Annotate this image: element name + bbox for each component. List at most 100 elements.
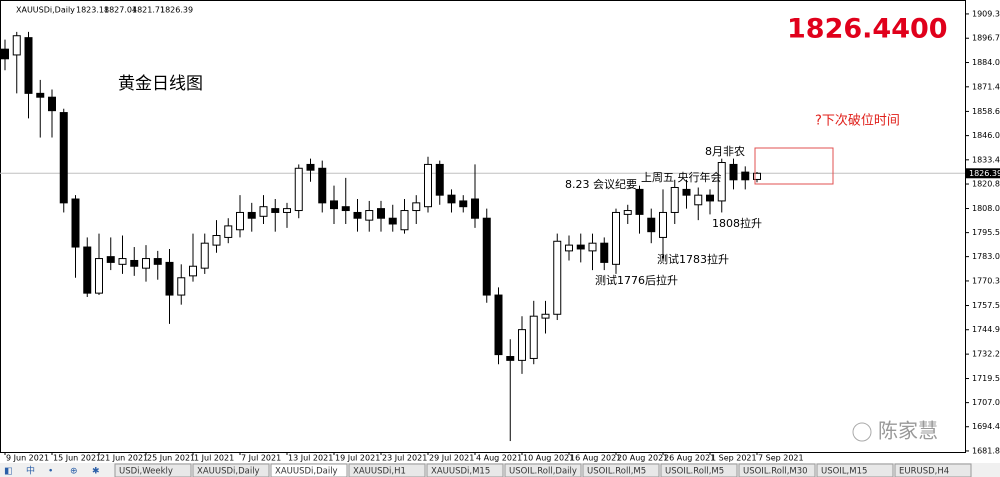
x-tick-label: 7 Sep 2021 <box>758 454 804 463</box>
candle-body <box>106 256 115 263</box>
candle-body <box>659 211 667 238</box>
ohlc-close: 1826.39 <box>160 6 193 15</box>
y-tick-label: 1846.00 <box>972 131 1000 140</box>
candle-body <box>541 313 550 319</box>
tab-label[interactable]: XAUUSDi,M15 <box>431 467 490 477</box>
x-tick-label: 23 Jul 2021 <box>382 454 427 463</box>
toolbar-icon: ✱ <box>92 467 100 477</box>
tab[interactable] <box>504 463 582 477</box>
candle-body <box>341 206 350 212</box>
candle-body <box>729 163 738 181</box>
bid-label: 1826.39 <box>969 169 1000 178</box>
x-tick-label: 1 Sep 2021 <box>711 454 757 463</box>
candle-body <box>612 211 620 265</box>
tab[interactable] <box>660 463 738 477</box>
bid-label-box <box>966 168 1000 179</box>
annotation: 8.23 会议纪要 <box>565 178 637 191</box>
x-tick-label: 15 Jun 2021 <box>53 454 101 463</box>
tab-label[interactable]: USDi,Weekly <box>119 467 173 477</box>
candle-body <box>95 258 103 294</box>
tab-label[interactable]: USOIL,M15 <box>821 467 867 477</box>
candle-body <box>165 261 174 296</box>
candle-body <box>588 242 597 252</box>
candle-body <box>24 37 33 94</box>
candle-body <box>565 244 573 252</box>
y-tick-label: 1909.35 <box>972 9 1000 18</box>
x-tick-label: 9 Jun 2021 <box>6 454 49 463</box>
tab-label[interactable]: USOIL.Roll,Daily <box>509 467 577 477</box>
candle-body <box>424 163 432 208</box>
x-tick-label: 16 Aug 2021 <box>570 454 621 463</box>
tab-label[interactable]: USOIL.Roll,M30 <box>743 467 808 477</box>
price-banner: 1826.4400 <box>787 14 948 45</box>
candle-body <box>506 356 515 361</box>
candle-body <box>294 167 303 212</box>
tab[interactable] <box>192 463 270 477</box>
annotation: 测试1783拉升 <box>657 252 729 266</box>
tab[interactable] <box>270 463 348 477</box>
candle-body <box>130 259 139 267</box>
candle-body <box>224 225 233 238</box>
tab-label[interactable]: EURUSD,H4 <box>899 467 949 477</box>
candle-body <box>529 315 538 359</box>
x-tick-label: 4 Aug 2021 <box>476 454 522 463</box>
tab[interactable] <box>738 463 816 477</box>
tab-label[interactable]: USOIL.Roll,M5 <box>665 467 724 477</box>
y-tick-label: 1681.85 <box>972 446 1000 455</box>
candle-body <box>330 200 338 210</box>
annotation: 1808拉升 <box>712 216 762 230</box>
candle-body <box>353 211 362 219</box>
candle-body <box>576 244 585 250</box>
y-tick-label: 1858.60 <box>972 107 1000 116</box>
candle-body <box>435 163 444 196</box>
annotation: 上周五 央行年会 <box>641 170 722 184</box>
annotation: 测试1776后拉升 <box>595 273 678 287</box>
candle-body <box>142 258 150 269</box>
tab[interactable] <box>348 463 426 477</box>
watermark: 陈家慧 <box>878 419 938 443</box>
tab[interactable] <box>816 463 894 477</box>
candle-body <box>388 217 397 225</box>
y-tick-label: 1770.35 <box>972 276 1000 285</box>
tab[interactable] <box>894 463 972 477</box>
tab-label[interactable]: XAUUSDi,Daily <box>197 467 260 477</box>
tab-label[interactable]: XAUUSDi,H1 <box>353 467 406 477</box>
candle-body <box>365 210 374 221</box>
candle-body <box>494 294 503 356</box>
tab-label[interactable]: XAUUSDi,Daily <box>275 467 338 477</box>
candle-body <box>236 211 244 231</box>
y-tick-label: 1707.00 <box>972 398 1000 407</box>
annotation: 8月非农 <box>705 144 745 158</box>
x-tick-label: 7 Jul 2021 <box>241 454 281 463</box>
y-tick-label: 1732.25 <box>972 350 1000 359</box>
x-tick-label: 26 Aug 2021 <box>664 454 715 463</box>
tab-label[interactable]: USOIL.Roll,M5 <box>587 467 646 477</box>
candle-body <box>377 208 385 219</box>
y-tick-label: 1820.80 <box>972 180 1000 189</box>
candle-body <box>706 194 714 202</box>
candle-body <box>741 171 750 181</box>
y-tick-label: 1783.00 <box>972 252 1000 261</box>
candle-body <box>647 217 656 233</box>
candle-body <box>553 240 562 315</box>
candle-body <box>635 188 644 215</box>
watermark-icon <box>852 422 872 442</box>
x-tick-label: 1 Jul 2021 <box>194 454 234 463</box>
candle-body <box>682 188 691 196</box>
toolbar-icon: ⊕ <box>70 467 78 477</box>
x-tick-label: 21 Jun 2021 <box>100 454 148 463</box>
tab[interactable] <box>426 463 504 477</box>
candle-body <box>471 198 479 219</box>
candle-body <box>177 277 186 296</box>
tab[interactable] <box>582 463 660 477</box>
candle-body <box>118 258 127 265</box>
candle-body <box>36 92 45 98</box>
tab[interactable] <box>114 463 192 477</box>
candle-body <box>306 163 315 171</box>
y-tick-label: 1795.50 <box>972 228 1000 237</box>
candle-body <box>623 210 632 215</box>
candle-body <box>59 112 68 204</box>
y-tick-label: 1757.55 <box>972 301 1000 310</box>
